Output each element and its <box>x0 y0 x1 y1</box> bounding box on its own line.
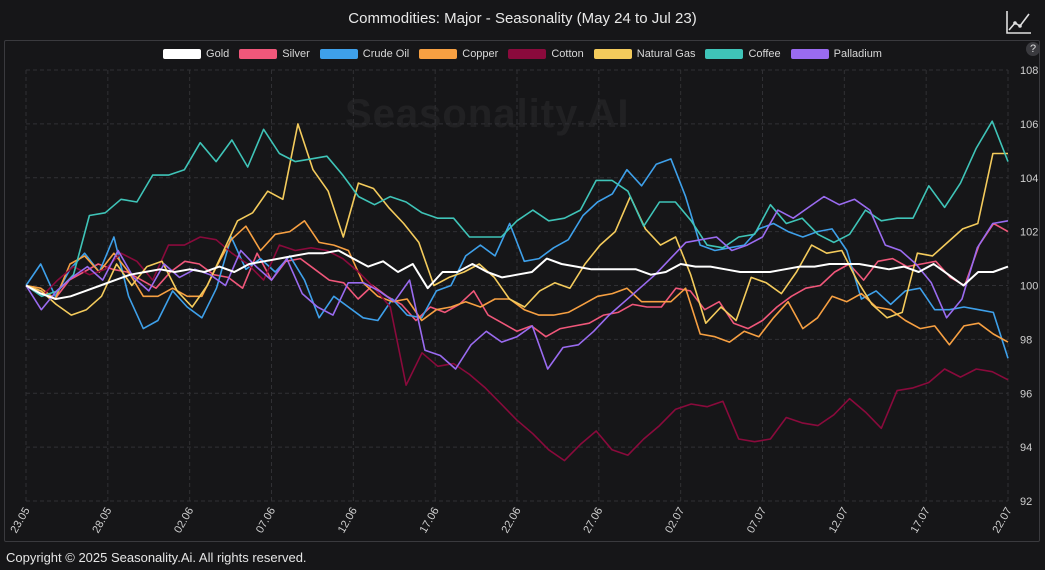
series-line-gold <box>25 249 1009 300</box>
x-tick-label: 22.06 <box>499 506 523 536</box>
series-line-copper <box>25 220 1009 346</box>
legend-item-crude-oil[interactable]: Crude Oil <box>319 48 410 60</box>
series-line-crude-oil <box>25 158 1009 359</box>
x-tick-label: 27.06 <box>581 506 605 536</box>
y-tick-label: 92 <box>1020 496 1032 508</box>
legend-item-gold[interactable]: Gold <box>163 48 229 60</box>
legend-label: Coffee <box>748 48 781 60</box>
legend: Gold Silver Crude Oil Copper Cotton Natural G… <box>0 48 1045 60</box>
y-tick-label: 96 <box>1020 388 1032 400</box>
legend-swatch <box>163 49 202 59</box>
legend-item-palladium[interactable]: Palladium <box>790 48 882 60</box>
legend-item-copper[interactable]: Copper <box>419 48 498 60</box>
x-tick-label: 23.05 <box>8 506 32 536</box>
x-tick-label: 12.07 <box>827 506 851 536</box>
x-tick-label: 17.06 <box>418 506 442 536</box>
x-tick-label: 22.07 <box>990 506 1014 536</box>
legend-swatch <box>705 49 744 59</box>
legend-item-coffee[interactable]: Coffee <box>705 48 781 60</box>
legend-swatch <box>419 49 458 59</box>
legend-swatch <box>319 49 358 59</box>
x-tick-label: 28.05 <box>90 506 114 536</box>
legend-item-silver[interactable]: Silver <box>239 48 310 60</box>
legend-label: Copper <box>462 48 499 60</box>
y-tick-label: 98 <box>1020 334 1032 346</box>
watermark: Seasonality.AI <box>345 92 630 136</box>
legend-label: Crude Oil <box>362 48 410 60</box>
series-line-coffee <box>25 120 1009 298</box>
series-line-natural-gas <box>25 123 1008 325</box>
legend-label: Palladium <box>833 48 882 60</box>
legend-swatch <box>239 49 278 59</box>
series-line-cotton <box>25 236 1009 462</box>
legend-item-cotton[interactable]: Cotton <box>508 48 584 60</box>
chart-frame <box>4 40 1040 542</box>
chart-title: Commodities: Major - Seasonality (May 24… <box>348 10 697 27</box>
x-tick-label: 07.07 <box>745 506 769 536</box>
y-tick-label: 104 <box>1020 173 1038 185</box>
y-tick-label: 100 <box>1020 281 1038 293</box>
legend-label: Silver <box>282 48 310 60</box>
series-line-silver <box>25 222 1009 338</box>
x-tick-label: 02.06 <box>172 506 196 536</box>
x-tick-label: 07.06 <box>254 506 278 536</box>
help-icon[interactable]: ? <box>1026 42 1040 56</box>
legend-label: Cotton <box>551 48 584 60</box>
chart-type-icon[interactable] <box>1004 8 1034 36</box>
y-tick-label: 102 <box>1020 227 1038 239</box>
legend-label: Gold <box>206 48 230 60</box>
series-line-palladium <box>25 195 1009 370</box>
y-tick-label: 108 <box>1020 65 1038 77</box>
y-tick-label: 106 <box>1020 119 1038 131</box>
x-tick-label: 17.07 <box>909 506 933 536</box>
x-tick-label: 02.07 <box>663 506 687 536</box>
legend-swatch <box>593 49 632 59</box>
legend-item-natural-gas[interactable]: Natural Gas <box>593 48 696 60</box>
copyright-footer: Copyright © 2025 Seasonality.Ai. All rig… <box>6 550 307 565</box>
x-tick-label: 12.06 <box>336 506 360 536</box>
legend-swatch <box>790 49 829 59</box>
legend-label: Natural Gas <box>636 48 696 60</box>
legend-swatch <box>508 49 547 59</box>
y-tick-label: 94 <box>1020 442 1032 454</box>
